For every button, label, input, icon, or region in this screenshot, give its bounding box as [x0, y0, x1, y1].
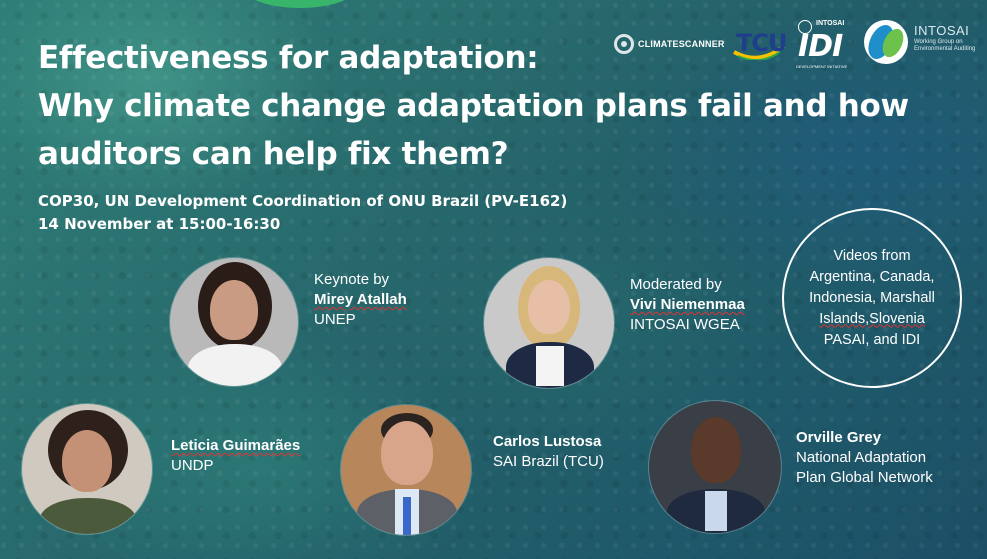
vivi-niemenmaa-caption: Moderated by Vivi Niemenmaa INTOSAI WGEA [630, 275, 745, 335]
wgea-emblem-icon [864, 20, 908, 64]
orville-grey-caption: Orville Grey National Adaptation Plan Gl… [796, 428, 933, 488]
wgea-name: INTOSAI [914, 23, 970, 38]
vivi-niemenmaa-photo [484, 258, 614, 388]
orville-grey-photo [649, 401, 781, 533]
mirey-org: UNEP [314, 311, 356, 328]
climatescanner-label: CLIMATESCANNER [638, 39, 725, 49]
mirey-name: Mirey Atallah [314, 291, 407, 308]
vivi-org: INTOSAI WGEA [630, 316, 740, 333]
videos-line-4: Islands,Slovenia [819, 310, 925, 327]
carlos-lustosa-photo [341, 405, 471, 535]
climatescanner-icon [614, 34, 634, 54]
tcu-swoosh-icon [733, 44, 786, 60]
event-details: COP30, UN Development Coordination of ON… [38, 190, 567, 236]
videos-callout: Videos from Argentina, Canada, Indonesia… [782, 208, 962, 388]
mirey-atallah-photo [170, 258, 298, 386]
idi-wordmark: IDI [798, 29, 843, 64]
videos-line-1: Videos from [833, 247, 911, 264]
orville-org-line-2: Plan Global Network [796, 469, 933, 486]
mirey-atallah-caption: Keynote by Mirey Atallah UNEP [314, 270, 407, 330]
carlos-org: SAI Brazil (TCU) [493, 453, 604, 470]
mirey-role: Keynote by [314, 271, 390, 288]
title-line-3: auditors can help fix them? [38, 136, 509, 172]
title-line-2: Why climate change adaptation plans fail… [38, 88, 909, 124]
orville-name: Orville Grey [796, 429, 882, 446]
videos-line-2: Argentina, Canada, [809, 268, 935, 285]
videos-line-5: PASAI, and IDI [823, 331, 921, 348]
leticia-org: UNDP [171, 457, 214, 474]
event-venue: COP30, UN Development Coordination of ON… [38, 192, 568, 210]
leticia-guimaraes-photo [22, 404, 152, 534]
green-accent-shape [245, 0, 355, 8]
vivi-role: Moderated by [630, 276, 722, 293]
tcu-logo: TCU [732, 26, 788, 62]
event-datetime: 14 November at 15:00-16:30 [38, 215, 281, 233]
leticia-guimaraes-caption: Leticia Guimarães UNDP [171, 436, 300, 476]
globe-icon [798, 20, 812, 34]
leticia-name-text: Leticia Guimarães [171, 437, 301, 454]
idi-logo: INTOSAI IDI DEVELOPMENT INITIATIVE [796, 18, 848, 70]
videos-text: Videos from Argentina, Canada, Indonesia… [787, 246, 957, 351]
carlos-lustosa-caption: Carlos Lustosa SAI Brazil (TCU) [493, 432, 604, 472]
wgea-subtitle: Working Group on Environmental Auditing [914, 39, 976, 52]
idi-top-label: INTOSAI [816, 20, 845, 27]
intosai-wgea-logo: INTOSAI Working Group on Environmental A… [864, 18, 980, 70]
orville-org-line-1: National Adaptation [796, 449, 927, 466]
vivi-name: Vivi Niemenmaa [630, 296, 745, 313]
title-line-1: Effectiveness for adaptation: [38, 40, 539, 76]
carlos-name: Carlos Lustosa [493, 433, 602, 450]
leticia-name: Leticia Guimarães [171, 436, 300, 456]
event-title: Effectiveness for adaptation: Why climat… [38, 34, 968, 178]
tcu-wordmark: TCU [736, 29, 787, 57]
partner-logos: CLIMATESCANNER TCU INTOSAI IDI DEVELOPME… [610, 18, 980, 70]
idi-bottom-label: DEVELOPMENT INITIATIVE [796, 64, 848, 69]
videos-line-3: Indonesia, Marshall [809, 289, 935, 306]
climatescanner-logo: CLIMATESCANNER [614, 34, 725, 54]
